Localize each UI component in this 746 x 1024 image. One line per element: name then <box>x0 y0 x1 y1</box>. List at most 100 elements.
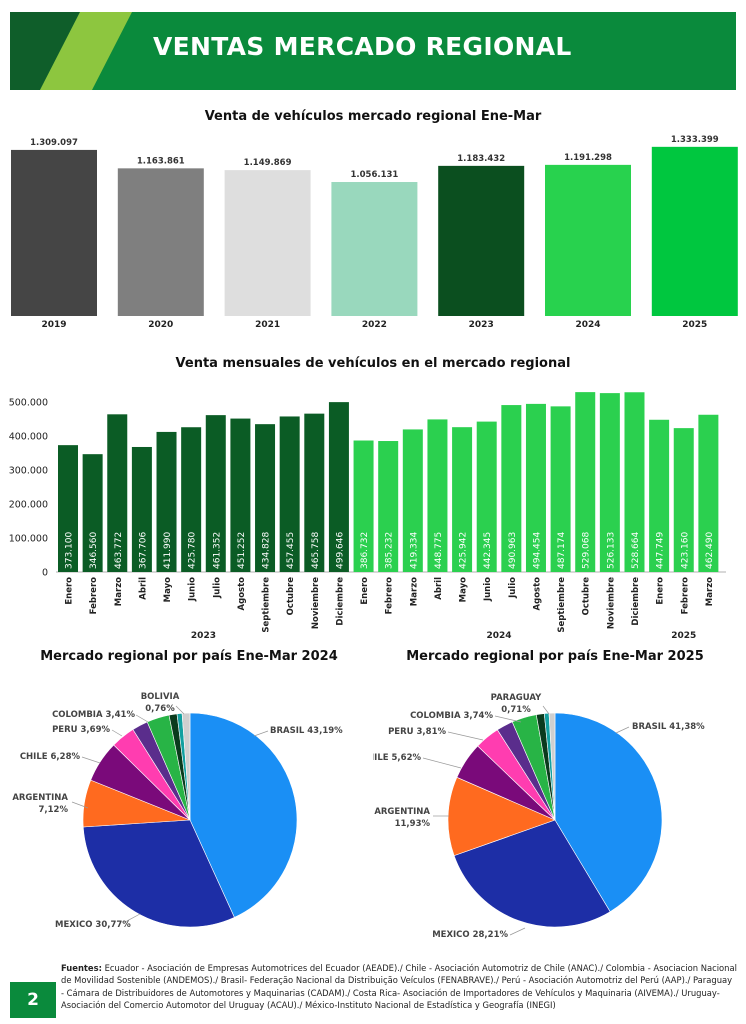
annual-bar <box>438 165 525 316</box>
monthly-value-label: 423.160 <box>680 532 690 569</box>
banner-stripes <box>10 12 132 90</box>
pie-slice-label: ARGENTINA <box>374 807 430 817</box>
annual-value-label: 1.149.869 <box>244 158 292 168</box>
monthly-value-label: 494.454 <box>532 532 542 569</box>
monthly-value-label: 490.963 <box>508 532 518 569</box>
monthly-value-label: 367.706 <box>138 532 148 569</box>
pie-slice-label: MEXICO 30,77% <box>55 920 131 930</box>
monthly-value-label: 386.732 <box>360 532 370 569</box>
monthly-value-label: 419.334 <box>409 532 419 569</box>
pie-2024-chart: BRASIL 43,19% MEXICO 30,77% ARGENTINA 7,12%… <box>12 692 343 930</box>
monthly-category-label: Febrero <box>680 577 690 614</box>
monthly-category-label: Junio <box>483 577 493 602</box>
monthly-bar <box>599 393 620 572</box>
annual-value-label: 1.163.861 <box>137 156 185 166</box>
page-number: 2 <box>10 982 56 1018</box>
header-banner: VENTAS MERCADO REGIONAL <box>10 12 736 90</box>
monthly-category-label: Marzo <box>114 577 124 606</box>
pie-slice <box>189 712 298 918</box>
monthly-bar <box>698 414 719 572</box>
monthly-category-label: Abril <box>138 577 148 600</box>
monthly-category-label: Enero <box>656 577 666 605</box>
monthly-bar <box>501 405 522 572</box>
monthly-category-label: Enero <box>65 577 75 605</box>
pie-slice-label: PERU 3,69% <box>52 725 110 735</box>
monthly-category-label: Agosto <box>237 577 247 611</box>
monthly-category-label: Agosto <box>532 577 542 611</box>
page-title: VENTAS MERCADO REGIONAL <box>153 32 572 61</box>
pie-leader-line <box>447 731 484 741</box>
monthly-value-label: 385.232 <box>385 532 395 569</box>
monthly-bar <box>131 446 152 572</box>
annual-value-label: 1.333.399 <box>671 135 719 145</box>
monthly-category-label: Julio <box>212 577 222 599</box>
monthly-category-label: Enero <box>360 577 370 605</box>
monthly-y-tick: 300.000 <box>9 466 48 477</box>
monthly-y-tick: 200.000 <box>9 500 48 511</box>
monthly-bar <box>304 413 325 572</box>
pie-slice <box>181 712 191 821</box>
pie-leader-line <box>615 726 630 734</box>
annual-category-label: 2025 <box>682 320 707 330</box>
pie-slice-label: COLOMBIA 3,41% <box>52 710 135 720</box>
chart-monthly-title: Venta mensuales de vehículos en el merca… <box>175 356 571 371</box>
annual-bar <box>545 164 631 316</box>
annual-value-label: 1.309.097 <box>30 138 78 148</box>
monthly-bar <box>452 427 473 572</box>
monthly-value-label: 461.352 <box>212 532 222 569</box>
monthly-bar <box>181 427 202 572</box>
pie-leader-line <box>71 801 89 809</box>
pie-leader-line <box>422 757 462 769</box>
chart-annual-title: Venta de vehículos mercado regional Ene-… <box>204 109 542 124</box>
monthly-value-label: 425.780 <box>188 532 198 569</box>
pie-leader-line <box>253 730 269 737</box>
monthly-category-label: Marzo <box>409 577 419 606</box>
monthly-bar <box>649 419 670 572</box>
monthly-value-label: 528.664 <box>631 532 641 569</box>
pie-slice-label: CHILE 5,62% <box>373 753 421 763</box>
pie-slice <box>548 712 556 821</box>
monthly-category-label: Septiembre <box>262 577 272 633</box>
monthly-value-label: 411.990 <box>163 532 173 569</box>
monthly-y-tick: 100.000 <box>9 534 48 545</box>
annual-category-label: 2020 <box>148 320 173 330</box>
pie-slice-label: BOLIVIA <box>141 692 180 702</box>
monthly-bar <box>476 421 497 572</box>
monthly-year-label: 2025 <box>671 631 696 641</box>
monthly-value-label: 434.828 <box>262 532 272 569</box>
annual-category-label: 2019 <box>41 320 66 330</box>
monthly-bar <box>427 419 448 572</box>
banner-stripe-light <box>40 12 132 90</box>
monthly-value-label: 499.646 <box>335 532 345 569</box>
monthly-category-label: Mayo <box>459 577 469 602</box>
pie-2024-title: Mercado regional por país Ene-Mar 2024 <box>40 649 338 664</box>
monthly-value-label: 462.490 <box>705 532 715 569</box>
monthly-year-label: 2024 <box>486 631 511 641</box>
monthly-value-label: 529.068 <box>582 532 592 569</box>
monthly-bar <box>378 441 399 572</box>
pie-leader-line <box>111 729 123 737</box>
chart-annual: 1.309.097 2019 1.163.861 2020 1.149.869 2021 1… <box>11 135 738 330</box>
monthly-bar <box>624 392 645 572</box>
monthly-value-label: 487.174 <box>557 532 567 569</box>
pie-2025-chart: BRASIL 41,38% MEXICO 28,21% ARGENTINA 11,93… <box>373 693 705 940</box>
pie-leader-line <box>509 927 526 936</box>
annual-value-label: 1.183.432 <box>457 154 505 164</box>
monthly-bar <box>230 418 251 572</box>
monthly-category-label: Marzo <box>705 577 715 606</box>
annual-bar <box>651 146 738 316</box>
monthly-category-label: Diciembre <box>631 577 641 626</box>
monthly-category-label: Septiembre <box>557 577 567 633</box>
monthly-bar <box>402 429 423 572</box>
monthly-bar <box>525 403 546 572</box>
monthly-category-label: Abril <box>434 577 444 600</box>
monthly-bar <box>255 424 276 572</box>
pie-slice-label: BRASIL 43,19% <box>270 726 343 736</box>
monthly-value-label: 447.749 <box>656 532 666 569</box>
annual-bar <box>331 182 418 316</box>
monthly-value-label: 425.942 <box>459 532 469 569</box>
pie-slice-label: 11,93% <box>395 819 431 829</box>
monthly-bar <box>353 440 374 572</box>
pie-slice-label: 7,12% <box>39 805 69 815</box>
monthly-bar <box>575 392 596 572</box>
